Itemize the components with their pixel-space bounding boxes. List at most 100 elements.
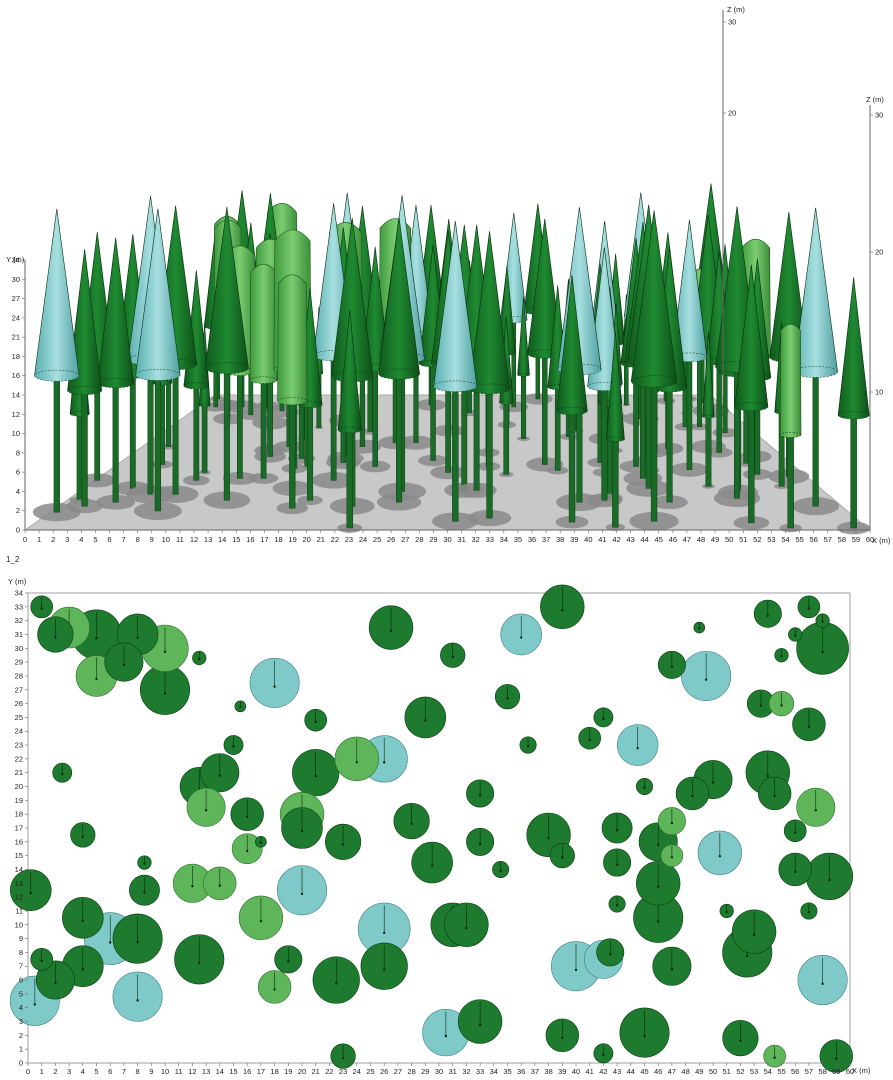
tree-crown	[652, 946, 692, 986]
tree-trunk	[172, 364, 179, 495]
stem-point	[109, 941, 112, 944]
crown-base	[780, 432, 802, 438]
x-tick-label-3d: 44	[640, 535, 648, 544]
tree-trunk	[223, 367, 230, 501]
stem-point	[561, 1036, 564, 1040]
tree-crown	[768, 690, 795, 717]
x-tick-label-3d: 26	[387, 535, 395, 544]
tree-3d	[792, 207, 840, 516]
stem-point	[424, 719, 427, 722]
tree-crown	[312, 956, 360, 1004]
tree-crown	[444, 902, 489, 947]
stem-point	[670, 856, 674, 859]
tree-crown	[635, 778, 653, 796]
stem-point	[143, 862, 146, 865]
stem-point	[40, 959, 43, 963]
tree-crown	[593, 1043, 614, 1064]
tree-crown	[788, 627, 803, 642]
tree-crown	[619, 1007, 670, 1058]
stem-point	[615, 829, 619, 832]
x-tick-label: 14	[216, 1067, 224, 1076]
x-tick-label: 2	[53, 1067, 57, 1076]
tree-3d	[605, 331, 626, 531]
y-tick-label: 0	[19, 1059, 23, 1068]
x-tick-label-3d: 54	[781, 535, 789, 544]
x-tick-label: 13	[202, 1067, 210, 1076]
x-tick-label-3d: 11	[176, 535, 184, 544]
stem-point	[198, 657, 201, 661]
stem-point	[711, 781, 715, 784]
x-tick-label: 51	[723, 1067, 731, 1076]
y-tick-label: 6	[19, 976, 23, 985]
stem-point	[389, 629, 393, 633]
stem-point	[821, 650, 824, 654]
tree-crown	[681, 650, 732, 701]
tree-crown	[304, 708, 328, 732]
stem-point	[273, 685, 276, 688]
tree-trunk	[289, 400, 296, 509]
x-tick-label-3d: 6	[107, 535, 111, 544]
y-tick-label-3d: 30	[12, 275, 20, 284]
y-tick-label-3d: 24	[12, 313, 20, 322]
crown-layer	[9, 584, 854, 1073]
x-tick-label: 44	[627, 1067, 635, 1076]
y-tick-label: 4	[19, 1003, 23, 1012]
tree-trunk	[697, 354, 702, 428]
y-tick-label-3d: 21	[12, 333, 20, 342]
tree-trunk	[237, 371, 243, 479]
x-tick-label-3d: 7	[121, 535, 125, 544]
stem-point	[259, 919, 263, 923]
tree-3d	[276, 274, 309, 515]
y-tick-label-3d: 10	[12, 429, 20, 438]
x-tick-label-3d: 8	[136, 535, 140, 544]
tree-trunk	[850, 414, 857, 529]
x-tick-label: 38	[544, 1067, 552, 1076]
tree-crown	[30, 948, 54, 971]
x-tick-label: 17	[257, 1067, 265, 1076]
crown-map-chart: 0 1 2 3 4 5 6 7 8 9 10 11 12 13 14 15 16 17 18 19 20 21 22 23 24…	[8, 577, 871, 1076]
y-tick-label-3d: 4	[16, 487, 20, 496]
x-tick-label: 47	[668, 1067, 676, 1076]
z-axis-ticks-3d: 20 30 10 20 30	[723, 18, 883, 397]
tree-crown	[129, 874, 160, 906]
x-tick-label: 33	[476, 1067, 484, 1076]
stem-point	[526, 745, 530, 748]
tree-crown	[657, 650, 686, 679]
tree-crown	[238, 895, 284, 941]
x-tick-label: 1	[40, 1067, 44, 1076]
tree-crown	[255, 836, 267, 848]
tree-crown	[796, 621, 849, 675]
tree-crown	[30, 595, 54, 619]
x-tick-label-3d: 59	[852, 535, 860, 544]
stem-point	[739, 1039, 742, 1042]
stem-point	[136, 941, 139, 944]
stem-point	[520, 636, 523, 639]
x-tick-label: 4	[81, 1067, 85, 1076]
tree-trunk	[201, 405, 208, 473]
tree-crown	[545, 1018, 579, 1053]
tree-crown	[601, 812, 633, 844]
stem-point	[314, 720, 317, 724]
y-tick-label: 19	[15, 796, 23, 805]
y-tick-label-3d: 8	[16, 448, 20, 457]
tree-trunk	[346, 429, 353, 529]
tree-crown-3d	[249, 263, 278, 381]
stem-point	[499, 869, 502, 872]
tree-crown	[112, 971, 163, 1022]
stem-point	[478, 1023, 482, 1027]
stem-point	[643, 786, 646, 789]
x-tick-label: 40	[572, 1067, 580, 1076]
tree-trunk	[154, 374, 162, 512]
tree-trunk	[542, 353, 548, 465]
y-tick-label: 31	[15, 630, 23, 639]
tree-crown	[334, 736, 379, 782]
tree-trunk	[520, 374, 527, 439]
crown-base	[606, 436, 625, 442]
tree-crown	[819, 1039, 853, 1073]
stem-point	[430, 864, 434, 867]
stem-point	[451, 655, 454, 659]
y-tick-label-3d: 14	[12, 391, 20, 400]
tree-trunk	[260, 379, 267, 479]
tree-trunk	[452, 385, 459, 522]
tree-crown	[325, 823, 362, 860]
